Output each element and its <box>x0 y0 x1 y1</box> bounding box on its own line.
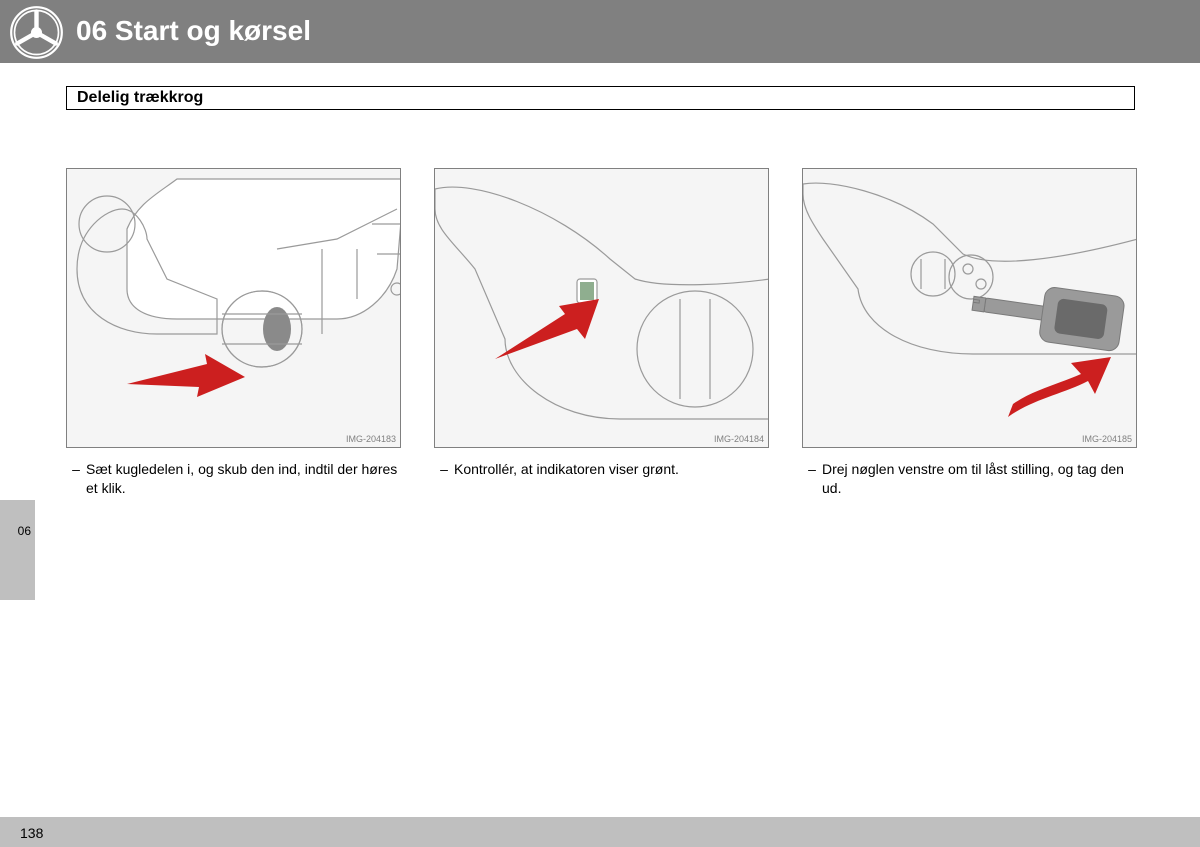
chapter-side-tab: 06 <box>0 500 35 600</box>
page-number: 138 <box>20 825 43 841</box>
bullet-dash: – <box>802 460 822 498</box>
figure-id-label: IMG-204183 <box>346 434 396 444</box>
instruction-step: IMG-204185 – Drej nøglen venstre om til … <box>802 168 1137 498</box>
manual-page: 06 Start og kørsel Delelig trækkrog <box>0 0 1200 847</box>
figure-id-label: IMG-204184 <box>714 434 764 444</box>
side-tab-label: 06 <box>18 524 31 538</box>
bullet-dash: – <box>66 460 86 498</box>
figure-caption: – Sæt kugledelen i, og skub den ind, ind… <box>66 460 401 498</box>
figure-caption: – Kontrollér, at indikatoren viser grønt… <box>434 460 769 479</box>
figure-illustration: IMG-204184 <box>434 168 769 448</box>
caption-text: Sæt kugledelen i, og skub den ind, indti… <box>86 460 401 498</box>
chapter-header: 06 Start og kørsel <box>0 0 1200 63</box>
instruction-step: IMG-204184 – Kontrollér, at indikatoren … <box>434 168 769 498</box>
caption-text: Kontrollér, at indikatoren viser grønt. <box>454 460 769 479</box>
bullet-dash: – <box>434 460 454 479</box>
caption-text: Drej nøglen venstre om til låst stilling… <box>822 460 1137 498</box>
page-footer-bar: 138 <box>0 817 1200 847</box>
figure-row: IMG-204183 – Sæt kugledelen i, og skub d… <box>66 168 1137 498</box>
figure-id-label: IMG-204185 <box>1082 434 1132 444</box>
section-heading-box: Delelig trækkrog <box>66 86 1135 110</box>
chapter-title: 06 Start og kørsel <box>76 15 311 47</box>
section-title: Delelig trækkrog <box>77 89 203 107</box>
figure-caption: – Drej nøglen venstre om til låst stilli… <box>802 460 1137 498</box>
steering-wheel-icon <box>9 5 64 60</box>
figure-illustration: IMG-204185 <box>802 168 1137 448</box>
figure-illustration: IMG-204183 <box>66 168 401 448</box>
instruction-step: IMG-204183 – Sæt kugledelen i, og skub d… <box>66 168 401 498</box>
